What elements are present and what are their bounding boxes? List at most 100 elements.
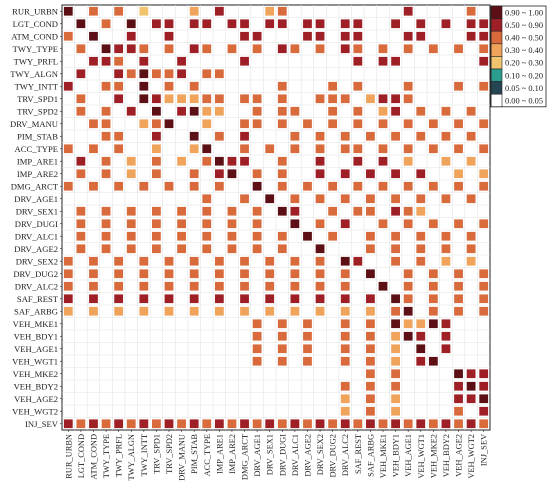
heatmap-cell xyxy=(214,106,224,116)
heatmap-cell xyxy=(391,294,400,304)
heatmap-cell xyxy=(152,94,161,104)
heatmap-cell xyxy=(252,181,262,191)
heatmap-cell xyxy=(101,131,111,141)
heatmap-cell xyxy=(290,206,300,216)
heatmap-cell xyxy=(391,306,400,316)
heatmap-cell xyxy=(214,6,224,16)
heatmap-cell xyxy=(340,344,350,354)
heatmap-cell xyxy=(391,244,400,254)
heatmap-cell xyxy=(454,306,463,316)
heatmap-cell xyxy=(428,419,438,429)
heatmap-cell xyxy=(189,106,199,116)
heatmap-cell xyxy=(89,119,98,129)
heatmap-cell xyxy=(315,294,325,304)
heatmap-cell xyxy=(214,306,224,316)
heatmap-cell xyxy=(252,219,262,229)
column-label: ATM_COND xyxy=(89,434,98,480)
heatmap-cell xyxy=(76,106,86,116)
heatmap-cell xyxy=(63,256,73,266)
heatmap-cell xyxy=(227,206,237,216)
heatmap-cell xyxy=(340,31,350,41)
heatmap-cell xyxy=(366,344,375,354)
heatmap-cell xyxy=(366,244,375,254)
heatmap-cell xyxy=(177,219,186,229)
heatmap-cell xyxy=(126,31,136,41)
heatmap-cell xyxy=(214,256,224,266)
legend-swatch xyxy=(490,43,503,57)
column-label: RUR_URBN xyxy=(64,434,73,479)
column-label: DRV_DUGI xyxy=(278,434,287,476)
heatmap-cell xyxy=(416,131,426,141)
heatmap-cell xyxy=(303,19,312,29)
heatmap-cell xyxy=(328,119,338,129)
heatmap-cell xyxy=(265,19,275,29)
heatmap-cell xyxy=(164,256,174,266)
heatmap-cell xyxy=(152,19,161,29)
heatmap-cell xyxy=(466,256,476,266)
heatmap-cell xyxy=(366,306,375,316)
heatmap-cell xyxy=(240,19,249,29)
heatmap-cell xyxy=(378,219,388,229)
heatmap-cell xyxy=(202,44,212,54)
heatmap-cell xyxy=(252,119,262,129)
row-label: INJ_SEV xyxy=(25,419,59,429)
legend-label: 0.00 ~ 0.05 xyxy=(505,97,543,106)
heatmap-cell xyxy=(265,294,275,304)
heatmap-cell xyxy=(152,219,161,229)
heatmap-cell xyxy=(454,169,463,179)
legend-swatch xyxy=(490,18,503,32)
heatmap-cell xyxy=(164,419,174,429)
heatmap-cell xyxy=(454,181,463,191)
heatmap-cell xyxy=(428,306,438,316)
heatmap-cell xyxy=(290,294,300,304)
heatmap-cell xyxy=(189,256,199,266)
heatmap-cell xyxy=(353,81,363,91)
heatmap-cell xyxy=(227,19,237,29)
heatmap-cell xyxy=(139,6,149,16)
heatmap-cell xyxy=(76,69,86,79)
column-label: TRV_SPD1 xyxy=(152,434,161,474)
heatmap-cell xyxy=(315,219,325,229)
heatmap-cell xyxy=(391,94,400,104)
heatmap-cell xyxy=(189,19,199,29)
heatmap-cell xyxy=(252,44,262,54)
heatmap-cell xyxy=(353,206,363,216)
heatmap-cell xyxy=(315,244,325,254)
heatmap-cell xyxy=(454,269,463,279)
heatmap-cell xyxy=(403,144,413,154)
heatmap-cell xyxy=(340,331,350,341)
heatmap-cell xyxy=(265,269,275,279)
heatmap-cell xyxy=(340,144,350,154)
heatmap-cell xyxy=(290,281,300,291)
column-label: LGT_COND xyxy=(77,434,86,478)
heatmap-cell xyxy=(315,269,325,279)
heatmap-cell xyxy=(139,69,149,79)
heatmap-cell xyxy=(240,56,249,66)
column-label: ACC_TYPE xyxy=(203,434,212,476)
heatmap-cell xyxy=(202,194,212,204)
heatmap-cell xyxy=(152,144,161,154)
heatmap-cell xyxy=(416,19,426,29)
heatmap-cell xyxy=(340,131,350,141)
heatmap-cell xyxy=(353,156,363,166)
heatmap-cell xyxy=(353,106,363,116)
heatmap-cell xyxy=(366,419,375,429)
heatmap-cell xyxy=(164,119,174,129)
heatmap-cell xyxy=(164,19,174,29)
heatmap-cell xyxy=(378,181,388,191)
heatmap-cell xyxy=(479,219,489,229)
heatmap-cell xyxy=(366,331,375,341)
heatmap-cell xyxy=(114,306,124,316)
row-label: DRV_ALC1 xyxy=(15,231,58,241)
heatmap-cell xyxy=(177,206,186,216)
heatmap-cell xyxy=(139,56,149,66)
heatmap-cell xyxy=(366,406,375,416)
heatmap-cell xyxy=(202,144,212,154)
heatmap-cell xyxy=(202,419,212,429)
heatmap-cell xyxy=(315,44,325,54)
heatmap-cell xyxy=(454,369,463,379)
heatmap-cell xyxy=(416,244,426,254)
heatmap-cell xyxy=(265,419,275,429)
heatmap-cell xyxy=(277,106,287,116)
heatmap-cell xyxy=(76,219,86,229)
